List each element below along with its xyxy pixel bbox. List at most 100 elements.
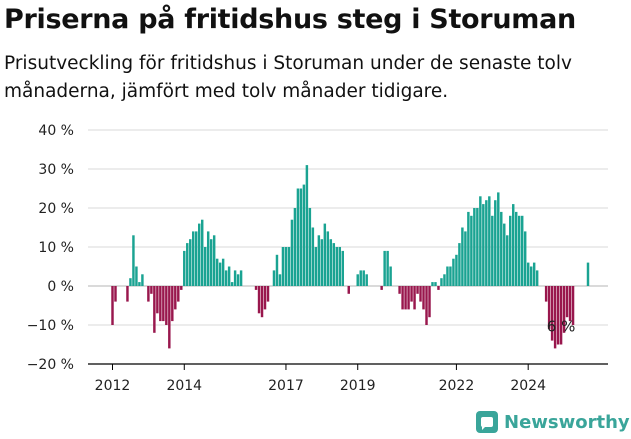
bar [410, 286, 413, 302]
bar [200, 219, 204, 286]
bar [503, 223, 506, 286]
bar [494, 200, 497, 286]
bar [362, 270, 365, 286]
bar [446, 266, 449, 286]
x-tick-label: 2017 [268, 378, 304, 394]
bar [257, 286, 261, 314]
x-axis: 2012 2014 2017 2019 2022 2024 [88, 363, 608, 394]
bar [389, 266, 392, 286]
bar [239, 270, 243, 286]
bar [413, 286, 416, 310]
bar [206, 231, 210, 286]
bar [263, 286, 267, 310]
bar [189, 239, 192, 286]
bar [338, 247, 342, 286]
bar [132, 235, 135, 286]
bar [586, 262, 590, 286]
bar [571, 286, 575, 325]
bar [479, 196, 482, 286]
bar [547, 286, 551, 329]
bar [455, 254, 458, 286]
bar [341, 250, 344, 286]
bar [425, 286, 428, 325]
bar [464, 231, 467, 286]
bar [520, 215, 524, 286]
bar [326, 231, 330, 286]
bar [443, 274, 446, 286]
bar [114, 286, 117, 302]
bar [138, 282, 141, 286]
bar [523, 231, 527, 286]
grid-lines [88, 129, 608, 365]
bar [195, 231, 198, 286]
bar [218, 262, 222, 286]
bar [230, 282, 234, 286]
bar [517, 215, 521, 286]
bar [165, 286, 168, 325]
bar [209, 239, 213, 286]
bar [404, 286, 407, 310]
bar [186, 243, 189, 286]
y-tick-label: 40 % [38, 123, 74, 139]
bar [215, 258, 219, 286]
bar [461, 227, 464, 286]
y-tick-label: −10 % [27, 318, 74, 334]
bar [281, 247, 285, 286]
bar [323, 223, 327, 286]
bar [470, 215, 473, 286]
newsworthy-logo-icon [476, 411, 498, 433]
bar [509, 215, 512, 286]
bar [305, 165, 309, 286]
bar [317, 235, 321, 286]
bar [153, 286, 156, 333]
bar [529, 266, 533, 286]
bar [476, 208, 479, 286]
y-tick-label: 0 % [47, 279, 74, 295]
bar [356, 274, 359, 286]
bar [440, 278, 443, 286]
bar [535, 270, 539, 286]
bar [473, 208, 476, 286]
y-tick-label: 10 % [38, 240, 74, 256]
bar [383, 250, 386, 286]
bar [386, 250, 389, 286]
bar [401, 286, 404, 310]
bar [227, 266, 231, 286]
bar [467, 211, 470, 286]
bar [485, 200, 488, 286]
bar [559, 286, 563, 345]
bar [174, 286, 177, 310]
bar [482, 204, 485, 286]
y-axis-labels: −20 % −10 % 0 % 10 % 20 % 30 % 40 % [27, 123, 74, 373]
y-tick-label: −20 % [27, 357, 74, 373]
bar [515, 211, 518, 286]
bar [129, 278, 132, 286]
bar [314, 247, 318, 286]
bar [332, 243, 336, 286]
bar [398, 286, 401, 294]
bar [183, 250, 186, 286]
data-bars [111, 165, 590, 349]
bar [272, 270, 276, 286]
bar [491, 215, 494, 286]
bar [556, 286, 560, 345]
bar [431, 282, 434, 286]
bar [177, 286, 180, 302]
bar [290, 219, 294, 286]
bar [224, 270, 228, 286]
bar [320, 239, 324, 286]
bar [180, 286, 183, 290]
bar [135, 266, 138, 286]
bar [419, 286, 422, 302]
bar [311, 227, 315, 286]
bar [347, 286, 350, 294]
x-tick-label: 2024 [510, 378, 546, 394]
bar [308, 208, 312, 286]
bar-chart: −20 %−10 %0 %10 %20 %30 %40 % 2012 2014 20… [27, 123, 608, 394]
bar [488, 196, 491, 286]
bar [506, 235, 509, 286]
bar [192, 231, 195, 286]
bar [287, 247, 291, 286]
bar [302, 184, 306, 286]
bar [335, 247, 339, 286]
